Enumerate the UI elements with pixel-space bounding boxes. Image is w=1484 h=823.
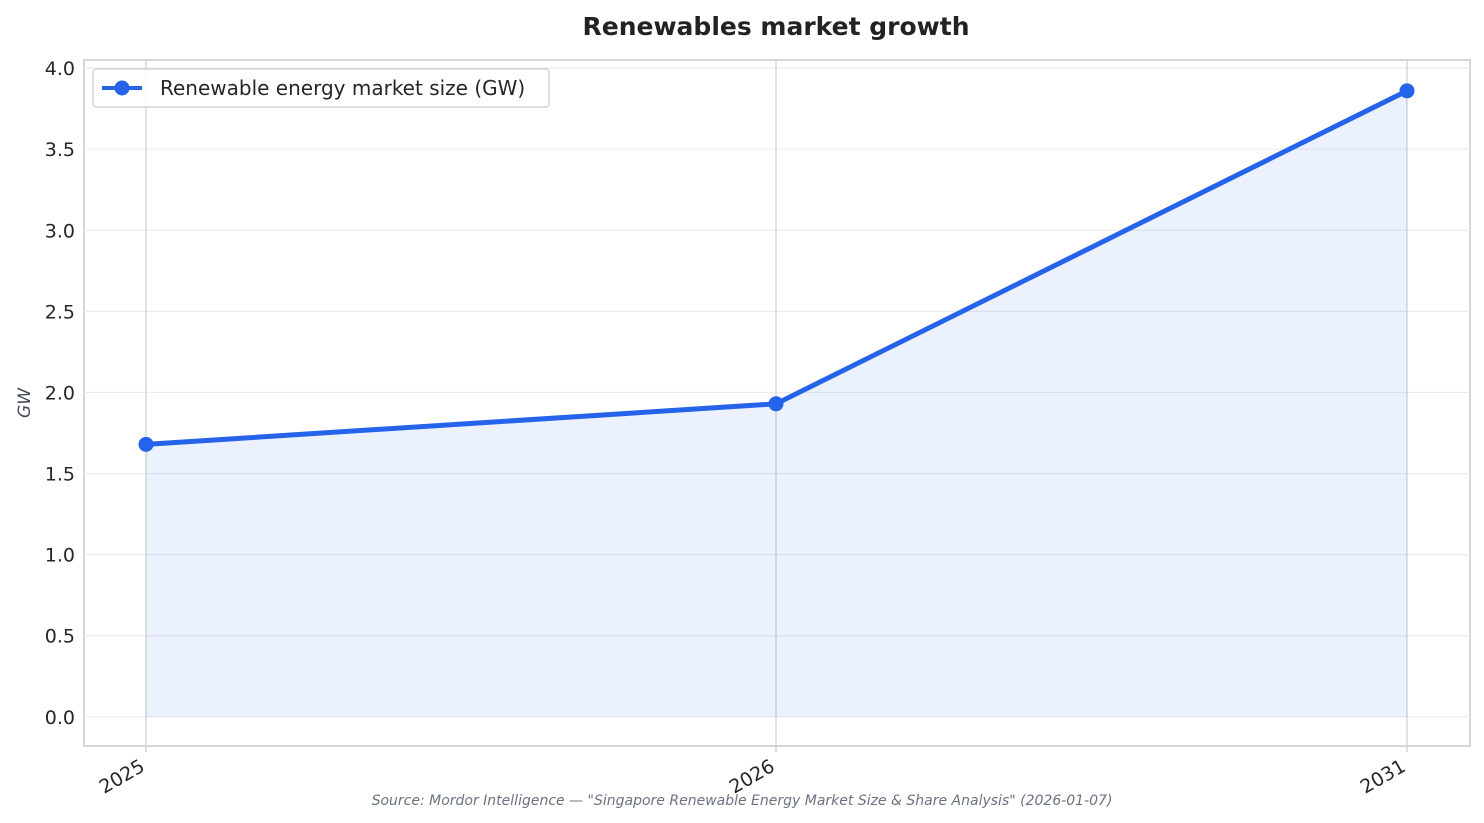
y-tick-label: 4.0	[45, 58, 75, 80]
y-tick-label: 0.0	[45, 707, 75, 729]
source-note: Source: Mordor Intelligence — "Singapore…	[372, 793, 1113, 809]
data-point	[768, 396, 784, 412]
horizontal-gridlines	[84, 67, 1470, 718]
x-tick-label: 2031	[1357, 755, 1410, 798]
legend: Renewable energy market size (GW)	[92, 68, 550, 108]
y-axis-label: GW	[15, 387, 35, 418]
legend-label: Renewable energy market size (GW)	[160, 76, 525, 100]
y-tick-label: 2.0	[45, 382, 75, 404]
y-tick-label: 1.0	[45, 545, 75, 567]
y-tick-label: 3.5	[45, 139, 75, 161]
series-points	[138, 83, 1415, 452]
y-tick-label: 2.5	[45, 301, 75, 323]
y-tick-label: 1.5	[45, 464, 75, 486]
data-point	[138, 436, 154, 452]
chart-title: Renewables market growth	[583, 12, 970, 41]
y-tick-label: 3.0	[45, 220, 75, 242]
y-axis-ticks: 0.0 0.5 1.0 1.5 2.0 2.5 3.0 3.5 4.0	[45, 58, 75, 729]
x-tick-label: 2025	[96, 755, 149, 798]
legend-box	[92, 68, 550, 108]
data-point	[1399, 83, 1415, 99]
x-axis-ticks: 2025 2026 2031	[96, 746, 1410, 799]
legend-marker	[114, 80, 130, 96]
y-tick-label: 0.5	[45, 626, 75, 648]
